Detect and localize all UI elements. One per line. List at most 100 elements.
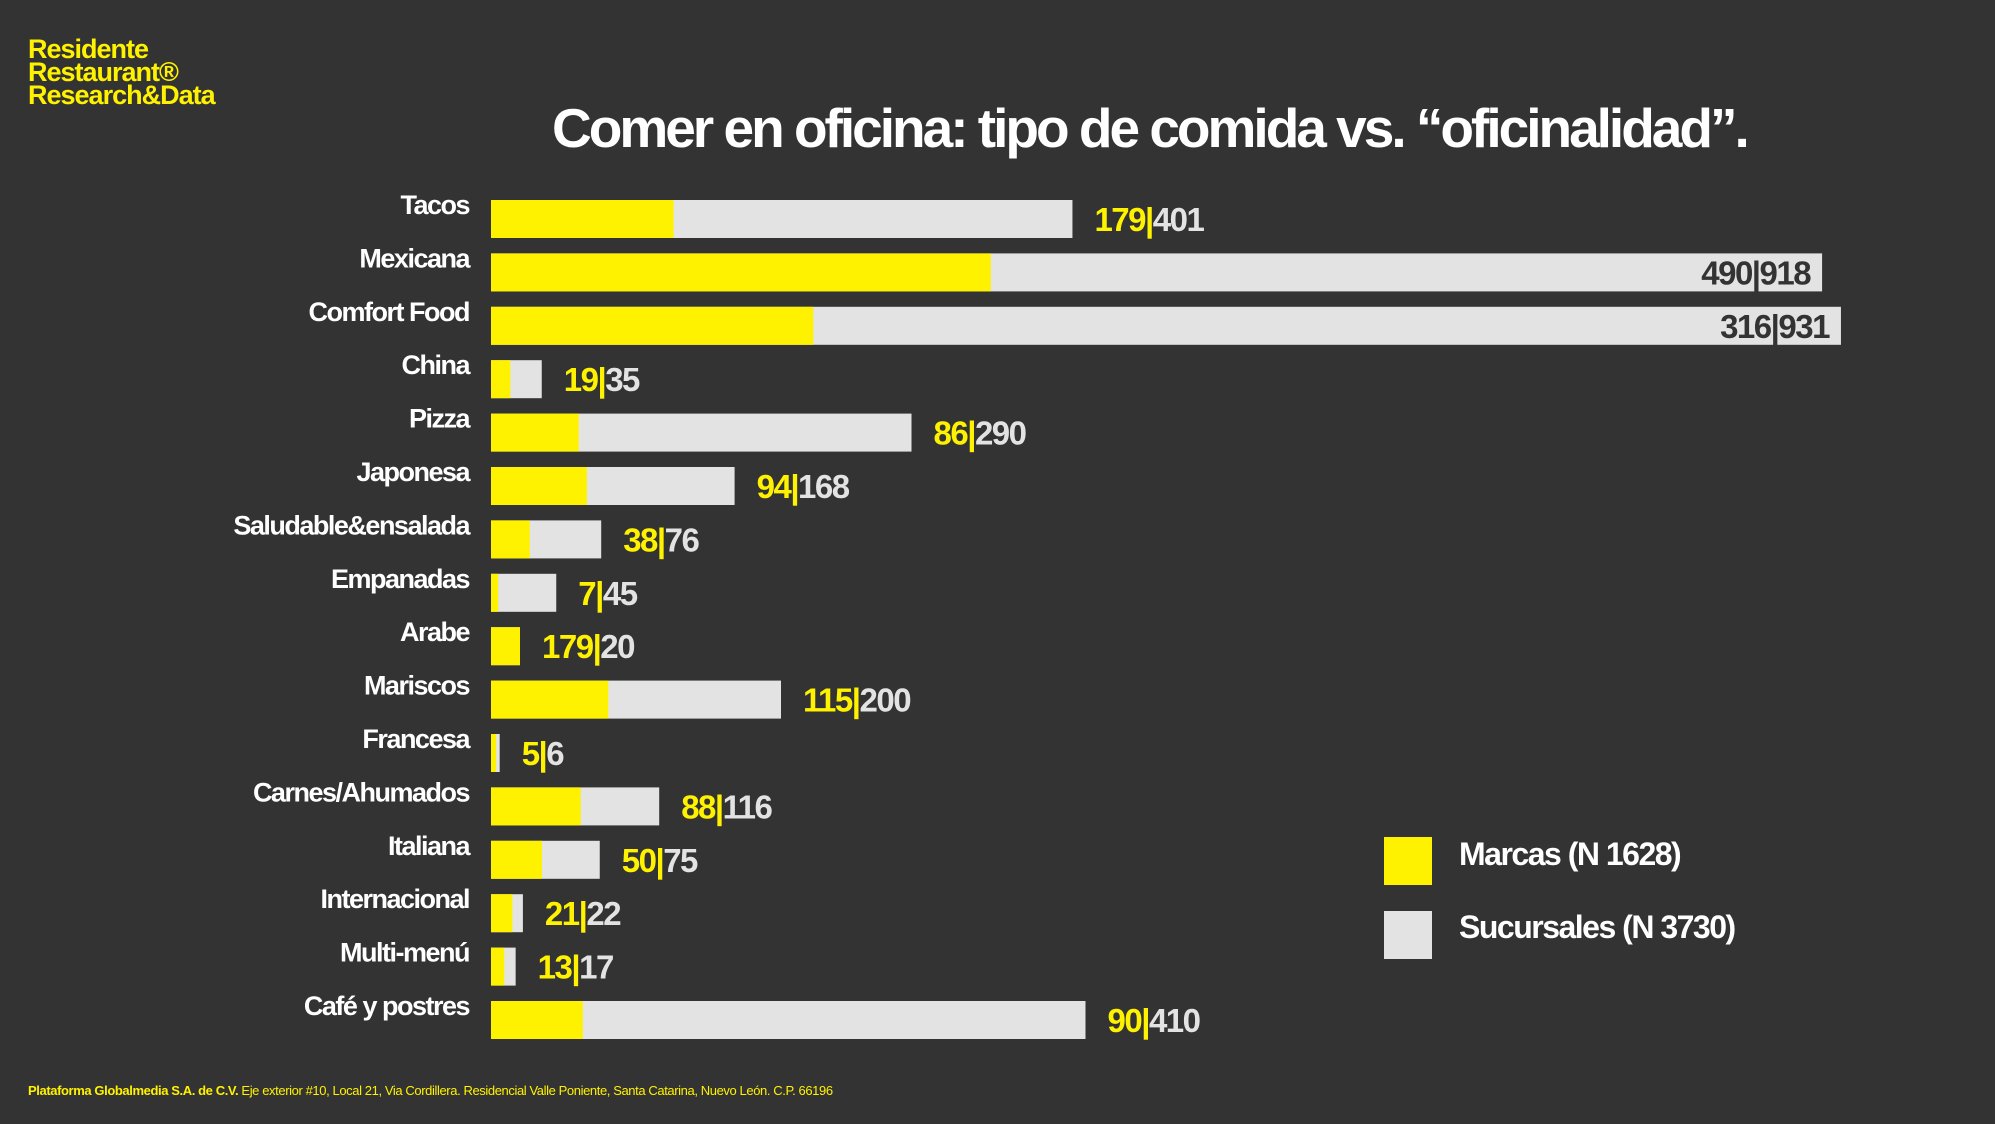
value-label: 179|401 [1094, 201, 1204, 238]
value-label: 50|75 [622, 842, 698, 879]
category-label: Arabe [400, 617, 471, 647]
bar-marcas [491, 787, 581, 826]
value-marcas: 19 [564, 361, 599, 398]
value-separator: | [1752, 254, 1760, 291]
bar-marcas [491, 413, 579, 452]
logo-line: Research&Data [28, 80, 216, 110]
value-marcas: 5 [522, 735, 540, 772]
value-marcas: 316 [1720, 308, 1772, 345]
value-separator: | [655, 842, 663, 879]
bar-marcas [491, 253, 991, 292]
value-separator: | [593, 628, 601, 665]
logo-line: Residente [28, 34, 149, 64]
value-sucursales: 20 [600, 628, 634, 665]
value-separator: | [1145, 201, 1153, 238]
value-label: 86|290 [934, 415, 1026, 452]
bar-sucursales [491, 1001, 1086, 1039]
value-sucursales: 918 [1760, 254, 1812, 291]
value-marcas: 490 [1701, 254, 1752, 291]
value-sucursales: 200 [859, 682, 910, 719]
value-sucursales: 22 [586, 895, 621, 932]
category-label: Saludable&ensalada [233, 510, 471, 540]
category-label: Italiana [388, 831, 472, 861]
bar-marcas [491, 306, 814, 345]
value-label: 90|410 [1108, 1002, 1200, 1039]
value-label: 5|6 [522, 735, 565, 772]
value-sucursales: 17 [579, 949, 613, 986]
bar-marcas [491, 627, 520, 666]
value-separator: | [571, 949, 579, 986]
value-label: 316|931 [1720, 308, 1830, 345]
value-marcas: 179 [542, 628, 594, 665]
value-sucursales: 75 [663, 842, 698, 879]
footer-address: Eje exterior #10, Local 21, Via Cordille… [241, 1083, 833, 1098]
value-marcas: 90 [1108, 1002, 1142, 1039]
category-label: Carnes/Ahumados [253, 777, 470, 807]
bar-marcas [491, 573, 499, 612]
footer-company: Plataforma Globalmedia S.A. de C.V. [28, 1083, 239, 1098]
legend-swatch-sucursales [1384, 911, 1432, 959]
footer: Plataforma Globalmedia S.A. de C.V. Eje … [28, 1083, 833, 1098]
bar-sucursales [491, 573, 557, 612]
bar-marcas [491, 360, 511, 399]
value-marcas: 86 [934, 415, 969, 452]
value-separator: | [579, 895, 587, 932]
value-separator: | [852, 682, 860, 719]
chart-title: Comer en oficina: tipo de comida vs. “of… [552, 97, 1750, 159]
value-marcas: 13 [538, 949, 573, 986]
category-label: Tacos [400, 190, 469, 220]
value-label: 19|35 [564, 361, 640, 398]
bar-marcas [491, 200, 674, 238]
legend-swatch-marcas [1384, 837, 1432, 885]
category-label: Francesa [362, 724, 471, 754]
logo: Residente Restaurant® Research&Data [28, 34, 216, 110]
value-marcas: 115 [803, 682, 853, 719]
value-separator: | [1141, 1002, 1149, 1039]
value-marcas: 88 [681, 788, 716, 825]
category-label: Café y postres [304, 991, 470, 1021]
category-label: Comfort Food [309, 297, 469, 327]
value-sucursales: 168 [798, 468, 850, 505]
bar-marcas [491, 947, 505, 986]
value-label: 115|200 [803, 682, 910, 719]
value-sucursales: 410 [1149, 1002, 1200, 1039]
bar-marcas [491, 894, 513, 933]
value-sucursales: 401 [1153, 201, 1205, 238]
value-sucursales: 931 [1778, 308, 1830, 345]
value-sucursales: 35 [605, 361, 640, 398]
value-label: 490|918 [1701, 254, 1811, 291]
category-label: Pizza [409, 404, 472, 434]
value-marcas: 179 [1094, 201, 1146, 238]
logo-line: Restaurant® [28, 57, 179, 87]
value-marcas: 94 [757, 468, 793, 505]
value-marcas: 38 [623, 521, 658, 558]
value-label: 7|45 [578, 575, 637, 612]
category-label: Mariscos [364, 671, 470, 701]
bar-marcas [491, 1001, 583, 1039]
legend-label-marcas: Marcas (N 1628) [1459, 836, 1682, 872]
value-label: 88|116 [681, 788, 772, 825]
value-sucursales: 45 [603, 575, 638, 612]
value-sucursales: 6 [546, 735, 564, 772]
value-label: 38|76 [623, 521, 699, 558]
value-marcas: 7 [578, 575, 595, 612]
value-label: 179|20 [542, 628, 634, 665]
value-separator: | [595, 575, 603, 612]
category-label: Mexicana [359, 243, 471, 273]
category-label: Multi-menú [340, 938, 469, 968]
value-separator: | [539, 735, 547, 772]
value-separator: | [597, 361, 605, 398]
value-label: 94|168 [757, 468, 850, 505]
value-marcas: 50 [622, 842, 656, 879]
category-label: Empanadas [331, 564, 470, 594]
value-label: 21|22 [545, 895, 621, 932]
bar-marcas [491, 840, 542, 879]
legend-label-sucursales: Sucursales (N 3730) [1459, 909, 1736, 945]
value-separator: | [967, 415, 975, 452]
value-marcas: 21 [545, 895, 580, 932]
bar-marcas [491, 520, 530, 559]
value-sucursales: 290 [975, 415, 1026, 452]
value-sucursales: 116 [723, 788, 773, 825]
value-label: 13|17 [538, 949, 613, 986]
bar-marcas [491, 467, 587, 505]
